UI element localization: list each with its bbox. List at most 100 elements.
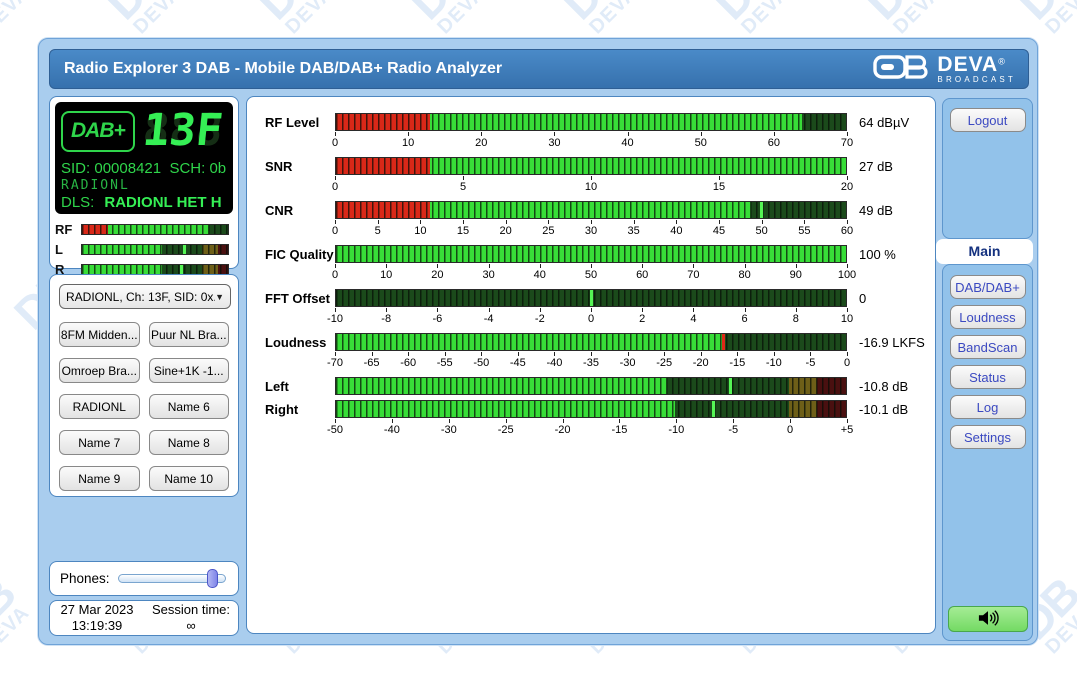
meter-segment — [82, 265, 163, 274]
rf-level-value: 64 dBµV — [859, 114, 910, 130]
rf-audio-mini-meters: RF L R — [55, 222, 233, 277]
tick-label: 0 — [331, 269, 339, 281]
tick-mark — [335, 220, 336, 224]
fft-offset-scale: -10 -8 -6 -4 -2 0 2 4 6 8 10 — [327, 307, 853, 328]
tick-label: 35 — [627, 225, 640, 237]
tick-mark — [377, 220, 379, 224]
mini-meter-rf: RF — [55, 222, 233, 237]
tick-mark — [761, 220, 763, 224]
preset-button-6[interactable]: Name 6 — [148, 394, 229, 419]
tick-label: 60 — [636, 269, 649, 281]
tab-dab-dab-[interactable]: DAB/DAB+ — [949, 275, 1026, 299]
tick-label: 10 — [402, 137, 415, 149]
meter-segment — [430, 202, 751, 218]
tick-label: -10 — [327, 313, 343, 325]
mini-meter-label: RF — [55, 222, 73, 237]
left-label: Left — [265, 378, 289, 394]
phones-volume-slider[interactable] — [117, 569, 226, 588]
phones-label: Phones: — [60, 571, 110, 586]
app-window: Radio Explorer 3 DAB - Mobile DAB/DAB+ R… — [38, 38, 1038, 645]
tick-mark — [539, 308, 541, 312]
header-bar: Radio Explorer 3 DAB - Mobile DAB/DAB+ R… — [49, 49, 1029, 89]
peak-hold-mark — [180, 265, 184, 274]
service-select[interactable]: RADIONL, Ch: 13F, SID: 0x... ▼ — [59, 284, 231, 309]
tick-label: 30 — [482, 269, 495, 281]
left-bar — [335, 377, 847, 395]
tick-mark — [744, 264, 746, 268]
preset-button-8[interactable]: Name 8 — [148, 430, 229, 455]
fft-offset-label: FFT Offset — [265, 290, 330, 306]
loudness-meter-block: Loudness -16.9 LKFS -70 -65 -60 -55 -50 -45 -40-… — [265, 333, 935, 372]
tab-settings[interactable]: Settings — [949, 425, 1026, 449]
tick-mark — [744, 308, 746, 312]
tick-label: 60 — [840, 225, 854, 237]
tick-label: 0 — [331, 225, 339, 237]
tick-label: -25 — [497, 424, 514, 436]
phones-volume-thumb[interactable] — [206, 569, 218, 588]
tick-mark — [847, 220, 848, 224]
tick-mark — [448, 419, 450, 423]
tick-mark — [773, 352, 775, 356]
tick-mark — [733, 419, 735, 423]
logout-button[interactable]: Logout — [949, 108, 1026, 132]
tick-label: 50 — [694, 137, 707, 149]
tick-label: 40 — [621, 137, 634, 149]
meter-segment — [108, 225, 209, 234]
tick-mark — [562, 419, 564, 423]
tick-label: 2 — [639, 313, 646, 325]
meter-segment — [674, 401, 790, 417]
tick-mark — [693, 308, 695, 312]
tick-mark — [335, 264, 336, 268]
channel-display: 888 13F — [140, 105, 225, 156]
tick-mark — [335, 352, 336, 356]
tick-mark — [719, 220, 720, 224]
tick-mark — [463, 176, 464, 180]
tick-mark — [804, 220, 806, 224]
preset-button-7[interactable]: Name 7 — [59, 430, 140, 455]
preset-button-2[interactable]: Puur NL Bra... — [148, 322, 229, 347]
listen-button[interactable] — [947, 606, 1028, 632]
meter-segment — [201, 265, 218, 274]
tab-status[interactable]: Status — [949, 365, 1026, 389]
sidebar-top: Logout — [942, 98, 1033, 239]
preset-button-9[interactable]: Name 9 — [59, 466, 140, 491]
tick-label: 30 — [584, 225, 598, 237]
tick-label: -15 — [729, 357, 746, 369]
preset-button-10[interactable]: Name 10 — [148, 466, 229, 491]
tick-mark — [642, 308, 644, 312]
tab-log[interactable]: Log — [949, 395, 1026, 419]
right-bar — [335, 400, 847, 418]
preset-button-3[interactable]: Omroep Bra... — [59, 358, 140, 383]
snr-label: SNR — [265, 158, 293, 174]
fic-quality-bar — [335, 245, 847, 263]
loudness-scale: -70 -65 -60 -55 -50 -45 -40 -35 -30 -25 -20 -15 -10-… — [327, 351, 850, 372]
tab-main[interactable]: Main — [936, 239, 1033, 264]
tick-label: -5 — [728, 424, 739, 436]
preset-button-4[interactable]: Sine+1K -1... — [148, 358, 229, 383]
page-title: Radio Explorer 3 DAB - Mobile DAB/DAB+ R… — [64, 60, 503, 77]
tick-label: 100 — [837, 269, 857, 281]
tick-label: -50 — [327, 424, 343, 436]
tab-bandscan[interactable]: BandScan — [949, 335, 1026, 359]
preset-button-5[interactable]: RADIONL — [59, 394, 140, 419]
meter-segment — [750, 202, 846, 218]
preset-button-1[interactable]: 8FM Midden... — [59, 322, 140, 347]
mini-meter-l: L — [55, 242, 233, 257]
rf-level-meter-block: RF Level 64 dBµV 0 10 20 30 40 50 60 70 — [265, 113, 935, 152]
sidebar-nav-buttons: DAB/DAB+ Loudness BandScan Status Log Setting… — [949, 275, 1026, 455]
tick-mark — [335, 176, 336, 180]
tick-label: 15 — [456, 225, 470, 237]
peak-hold-mark — [728, 378, 732, 394]
tick-mark — [790, 419, 792, 423]
meter-segment — [336, 158, 431, 174]
tick-mark — [481, 352, 483, 356]
tick-label: 0 — [331, 181, 339, 193]
speaker-loud-icon — [977, 608, 999, 631]
tick-mark — [627, 352, 629, 356]
tick-label: 20 — [499, 225, 512, 237]
tab-loudness[interactable]: Loudness — [949, 305, 1026, 329]
tick-mark — [810, 352, 812, 356]
session-time: Session time: ∞ — [151, 601, 231, 633]
